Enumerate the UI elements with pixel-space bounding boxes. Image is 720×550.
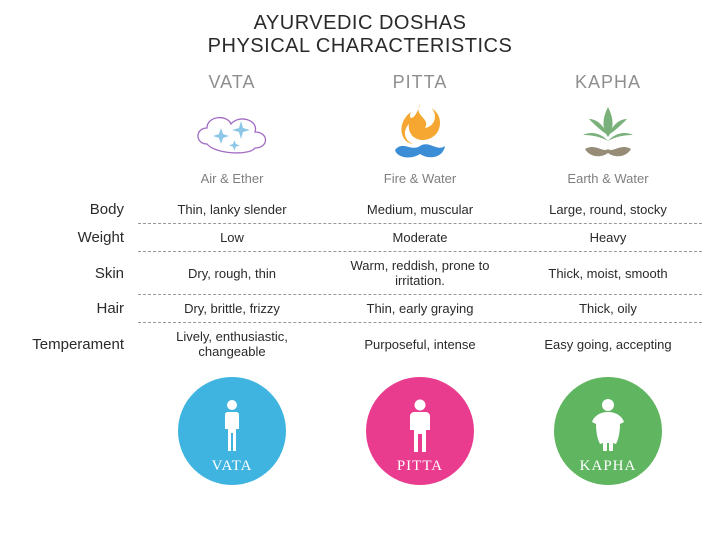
cell-skin-vata: Dry, rough, thin bbox=[138, 260, 326, 287]
cell-skin-kapha: Thick, moist, smooth bbox=[514, 260, 702, 287]
comparison-grid: VATA PITTA KAPHA bbox=[18, 72, 702, 365]
cell-temperament-vata: Lively, enthusiastic, changeable bbox=[138, 323, 326, 365]
cell-hair-kapha: Thick, oily bbox=[514, 295, 702, 322]
row-label-hair: Hair bbox=[18, 300, 138, 317]
cell-weight-vata: Low bbox=[138, 224, 326, 251]
title-line-2: PHYSICAL CHARACTERISTICS bbox=[18, 35, 702, 58]
cell-body-kapha: Large, round, stocky bbox=[514, 196, 702, 223]
kapha-badge: KAPHA bbox=[554, 377, 662, 485]
kapha-icon bbox=[514, 99, 702, 169]
person-medium-icon bbox=[401, 398, 439, 454]
cell-skin-pitta: Warm, reddish, prone to irritation. bbox=[326, 252, 514, 294]
row-label-weight: Weight bbox=[18, 229, 138, 246]
column-header-vata: VATA bbox=[138, 72, 326, 99]
vata-icon bbox=[138, 99, 326, 169]
kapha-badge-label: KAPHA bbox=[580, 458, 637, 475]
column-header-kapha: KAPHA bbox=[514, 72, 702, 99]
cell-body-vata: Thin, lanky slender bbox=[138, 196, 326, 223]
pitta-subtitle: Fire & Water bbox=[326, 169, 514, 196]
vata-subtitle: Air & Ether bbox=[138, 169, 326, 196]
pitta-badge: PITTA bbox=[366, 377, 474, 485]
cell-body-pitta: Medium, muscular bbox=[326, 196, 514, 223]
cell-hair-pitta: Thin, early graying bbox=[326, 295, 514, 322]
row-label-temperament: Temperament bbox=[18, 336, 138, 353]
kapha-subtitle: Earth & Water bbox=[514, 169, 702, 196]
cell-temperament-pitta: Purposeful, intense bbox=[326, 331, 514, 358]
vata-badge: VATA bbox=[178, 377, 286, 485]
row-label-skin: Skin bbox=[18, 265, 138, 282]
person-thin-icon bbox=[215, 398, 249, 454]
cell-weight-pitta: Moderate bbox=[326, 224, 514, 251]
title-block: AYURVEDIC DOSHAS PHYSICAL CHARACTERISTIC… bbox=[18, 12, 702, 58]
pitta-badge-label: PITTA bbox=[397, 458, 443, 475]
title-line-1: AYURVEDIC DOSHAS bbox=[18, 12, 702, 35]
cell-temperament-kapha: Easy going, accepting bbox=[514, 331, 702, 358]
row-label-body: Body bbox=[18, 201, 138, 218]
pitta-icon bbox=[326, 99, 514, 169]
badge-row: VATA PITTA KAPHA bbox=[18, 377, 702, 485]
cell-hair-vata: Dry, brittle, frizzy bbox=[138, 295, 326, 322]
person-stocky-icon bbox=[585, 398, 631, 454]
cell-weight-kapha: Heavy bbox=[514, 224, 702, 251]
column-header-pitta: PITTA bbox=[326, 72, 514, 99]
vata-badge-label: VATA bbox=[212, 458, 253, 475]
